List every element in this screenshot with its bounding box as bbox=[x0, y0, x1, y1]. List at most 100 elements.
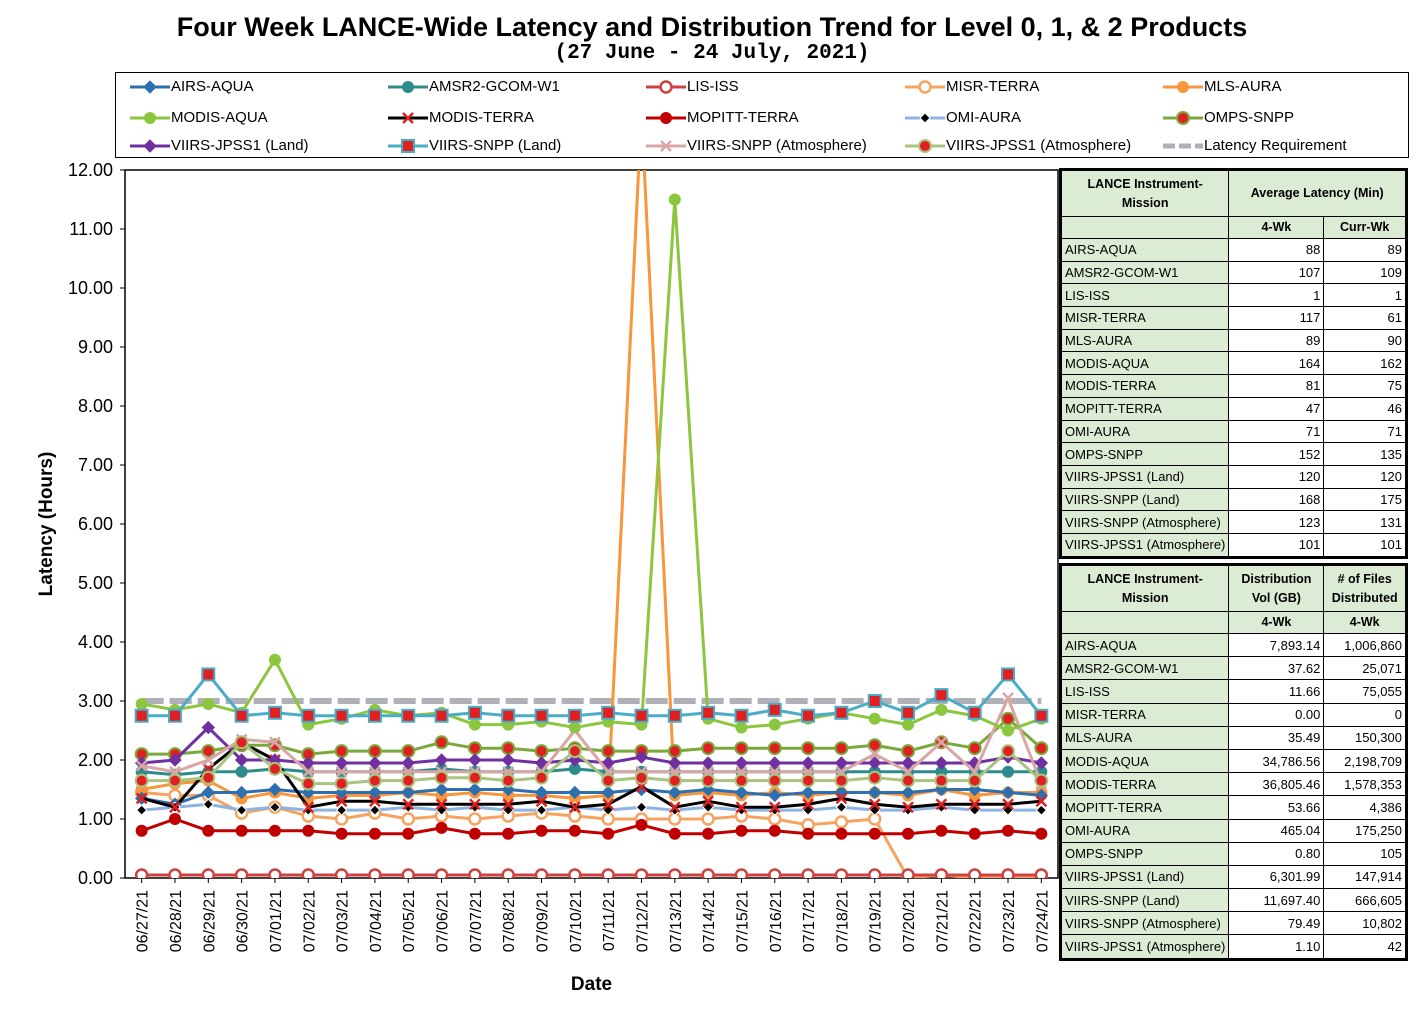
data-point bbox=[501, 753, 515, 767]
data-point bbox=[702, 827, 715, 840]
x-tick-label: 06/29/21 bbox=[201, 890, 218, 952]
data-point bbox=[634, 708, 649, 723]
data-point bbox=[935, 798, 948, 811]
latency-table: LANCE Instrument-Mission Average Latency … bbox=[1059, 168, 1408, 559]
row-value-volume: 0.80 bbox=[1228, 841, 1325, 866]
series-modis-terra bbox=[135, 736, 1048, 814]
data-point bbox=[401, 744, 416, 759]
data-point bbox=[401, 868, 415, 878]
data-point bbox=[367, 773, 382, 788]
data-point bbox=[434, 708, 449, 723]
data-point bbox=[1034, 868, 1049, 878]
data-point bbox=[435, 798, 448, 811]
x-tick-label: 07/14/21 bbox=[701, 890, 718, 952]
x-tick-label: 07/20/21 bbox=[901, 890, 918, 952]
legend-swatch bbox=[130, 80, 170, 94]
data-point bbox=[734, 868, 749, 878]
row-value-currwk: 89 bbox=[1323, 238, 1406, 262]
data-point bbox=[634, 750, 649, 764]
data-point bbox=[1034, 773, 1049, 788]
row-value-volume: 36,805.46 bbox=[1228, 772, 1325, 797]
data-point bbox=[918, 139, 932, 153]
data-point bbox=[735, 824, 748, 837]
data-point bbox=[234, 785, 249, 800]
data-point bbox=[302, 765, 315, 778]
data-point bbox=[434, 753, 449, 767]
row-value-files: 42 bbox=[1323, 934, 1406, 959]
data-point bbox=[1002, 824, 1015, 837]
legend-swatch bbox=[646, 80, 686, 94]
x-tick-label: 07/05/21 bbox=[401, 890, 418, 952]
data-point bbox=[935, 824, 948, 837]
row-instrument: LIS-ISS bbox=[1060, 679, 1230, 704]
data-point bbox=[668, 868, 682, 878]
legend-label: MISR-TERRA bbox=[946, 78, 1040, 95]
data-point bbox=[668, 785, 682, 800]
legend-label: VIIRS-SNPP (Atmosphere) bbox=[687, 137, 867, 154]
data-point bbox=[468, 868, 482, 878]
legend-swatch bbox=[905, 112, 945, 124]
row-value-4wk: 88 bbox=[1228, 238, 1325, 262]
row-instrument: OMI-AURA bbox=[1060, 818, 1230, 843]
data-point bbox=[334, 868, 349, 878]
data-point bbox=[934, 868, 949, 878]
data-point bbox=[568, 824, 581, 837]
data-point bbox=[268, 653, 281, 666]
data-point bbox=[201, 868, 216, 878]
row-value-files: 4,386 bbox=[1323, 795, 1406, 820]
data-point bbox=[918, 80, 932, 94]
data-point bbox=[901, 868, 915, 878]
row-value-volume: 0.00 bbox=[1228, 702, 1325, 727]
data-point bbox=[501, 773, 516, 788]
data-point bbox=[534, 868, 549, 878]
legend-swatch bbox=[388, 139, 428, 153]
table-row: AIRS-AQUA 7,893.14 1,006,860 bbox=[1060, 632, 1406, 658]
data-point bbox=[301, 868, 316, 878]
table-row: MOPITT-TERRA 47 46 bbox=[1060, 396, 1406, 421]
legend-label: LIS-ISS bbox=[687, 78, 739, 95]
y-axis-label: Latency (Hours) bbox=[36, 452, 57, 597]
data-point bbox=[868, 748, 881, 760]
data-point bbox=[834, 868, 849, 878]
data-point bbox=[302, 824, 315, 837]
data-point bbox=[535, 804, 548, 816]
table-row: VIIRS-JPSS1 (Atmosphere) 1.10 42 bbox=[1060, 934, 1406, 959]
row-value-volume: 465.04 bbox=[1228, 818, 1325, 843]
data-point bbox=[735, 801, 748, 814]
data-point bbox=[201, 785, 216, 800]
legend-label: MODIS-TERRA bbox=[429, 109, 534, 126]
data-point bbox=[334, 744, 349, 759]
data-point bbox=[801, 868, 815, 878]
data-point bbox=[835, 827, 848, 840]
data-point bbox=[144, 112, 156, 124]
row-instrument: MLS-AURA bbox=[1060, 328, 1230, 353]
data-point bbox=[335, 804, 348, 816]
legend-label: MODIS-AQUA bbox=[171, 109, 268, 126]
data-point bbox=[1002, 765, 1015, 778]
table-header-instrument: LANCE Instrument-Mission bbox=[1060, 170, 1230, 217]
x-tick-label: 07/11/21 bbox=[601, 890, 618, 951]
legend-swatch bbox=[646, 140, 686, 152]
row-instrument: MLS-AURA bbox=[1060, 725, 1230, 750]
data-point bbox=[668, 193, 681, 206]
data-point bbox=[135, 697, 148, 710]
row-instrument: VIIRS-SNPP (Atmosphere) bbox=[1060, 510, 1230, 534]
data-point bbox=[143, 80, 157, 94]
data-point bbox=[535, 824, 548, 837]
data-point bbox=[601, 785, 615, 800]
data-point bbox=[335, 827, 348, 840]
data-point bbox=[667, 773, 682, 788]
x-tick-label: 07/06/21 bbox=[435, 890, 452, 952]
data-point bbox=[534, 744, 549, 759]
table-row: OMPS-SNPP 0.80 105 bbox=[1060, 841, 1406, 866]
data-point bbox=[368, 756, 382, 770]
data-point bbox=[568, 762, 581, 775]
data-point bbox=[901, 744, 916, 759]
data-point bbox=[601, 705, 616, 720]
data-point bbox=[202, 754, 215, 766]
x-tick-label: 06/28/21 bbox=[168, 890, 185, 952]
data-point bbox=[767, 702, 782, 717]
row-instrument: VIIRS-JPSS1 (Land) bbox=[1060, 864, 1230, 890]
distribution-table: LANCE Instrument-Mission Distribution Vol… bbox=[1059, 563, 1408, 961]
y-tick-label: 7.00 bbox=[78, 455, 113, 475]
